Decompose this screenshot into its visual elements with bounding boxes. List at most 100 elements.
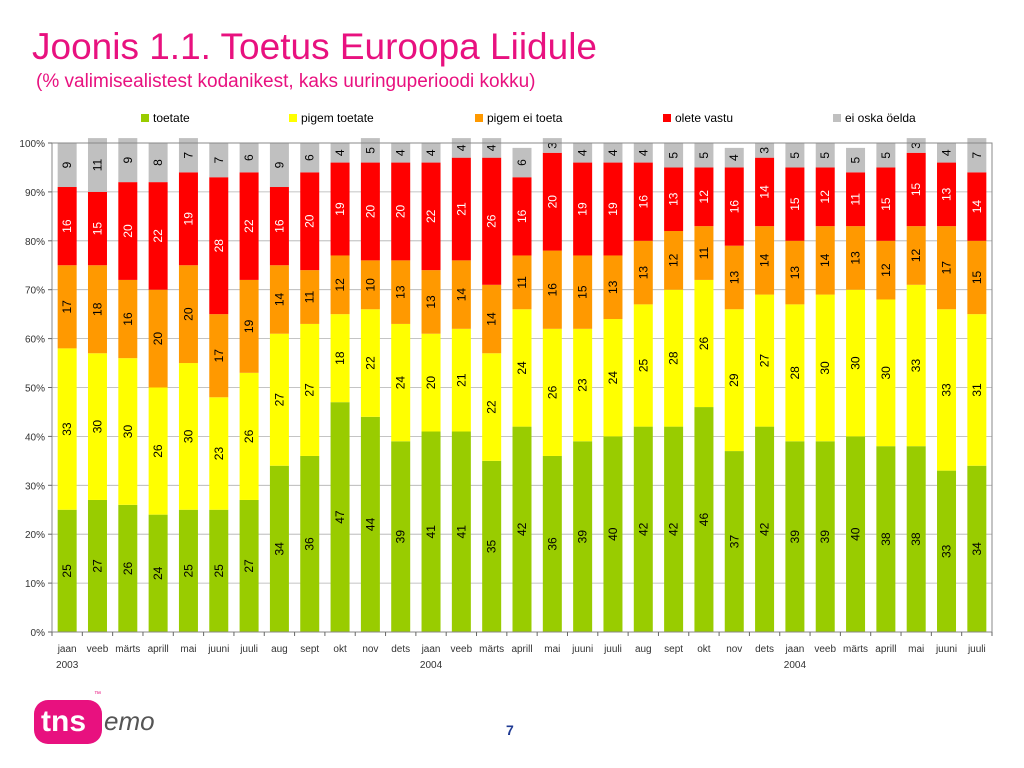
- bar-segment: [421, 431, 441, 632]
- bar-segment: [876, 167, 896, 241]
- x-year-label: 2003: [56, 660, 79, 671]
- data-label: 34: [970, 542, 984, 556]
- data-label: 23: [212, 447, 226, 461]
- data-label: 33: [940, 544, 954, 558]
- data-label: 13: [849, 251, 863, 265]
- bar-segment: [755, 294, 775, 427]
- bar-segment: [876, 299, 896, 447]
- data-label: 24: [394, 376, 408, 390]
- data-label: 38: [909, 532, 923, 546]
- bar-segment: [482, 157, 502, 285]
- data-label: 26: [151, 444, 165, 458]
- data-label: 13: [788, 266, 802, 280]
- bar-segment: [937, 162, 957, 227]
- data-label: 18: [333, 351, 347, 365]
- bar-segment: [876, 143, 896, 168]
- bar-segment: [148, 143, 168, 183]
- data-label: 11: [515, 276, 529, 289]
- x-tick-label: sept: [664, 644, 683, 655]
- x-tick-label: juuli: [239, 644, 258, 655]
- data-label: 39: [788, 530, 802, 544]
- legend-swatch: [833, 114, 841, 122]
- bar-segment: [846, 436, 866, 632]
- legend-label: ei oska öelda: [845, 111, 916, 125]
- bar-segment: [482, 284, 502, 354]
- bar-segment: [724, 167, 744, 246]
- bar-segment: [239, 143, 259, 173]
- bar-segment: [269, 265, 289, 334]
- bar-segment: [178, 172, 198, 266]
- bar-segment: [512, 255, 532, 310]
- data-label: 25: [60, 564, 74, 578]
- bar-segment: [451, 260, 471, 329]
- data-label: 30: [90, 420, 104, 434]
- data-label: 24: [515, 361, 529, 375]
- data-label: 35: [485, 539, 499, 553]
- data-label: 27: [758, 354, 772, 368]
- bar-segment: [57, 509, 77, 632]
- bar-segment: [87, 138, 107, 192]
- bar-segment: [512, 147, 532, 178]
- bar-segment: [815, 226, 835, 295]
- data-label: 33: [940, 383, 954, 397]
- data-label: 28: [667, 351, 681, 365]
- data-label: 13: [394, 285, 408, 299]
- data-label: 42: [636, 522, 650, 536]
- bar-segment: [451, 157, 471, 261]
- data-label: 34: [272, 542, 286, 556]
- bar-segment: [755, 226, 775, 295]
- data-label: 17: [940, 261, 954, 275]
- x-tick-label: sept: [300, 644, 319, 655]
- data-label: 14: [758, 185, 772, 199]
- bar-segment: [209, 314, 229, 398]
- logo-tm: ™: [94, 691, 101, 698]
- bar-segment: [239, 499, 259, 632]
- data-label: 20: [424, 376, 438, 390]
- data-label: 14: [485, 312, 499, 326]
- data-label: 24: [606, 371, 620, 385]
- data-label: 20: [181, 307, 195, 321]
- bar-segment: [694, 407, 714, 632]
- bar-segment: [300, 323, 320, 456]
- x-tick-label: nov: [362, 644, 378, 655]
- bar-segment: [209, 397, 229, 510]
- data-label: 3: [545, 142, 559, 149]
- data-label: 15: [90, 222, 104, 236]
- data-label: 28: [788, 366, 802, 380]
- data-label: 20: [394, 204, 408, 218]
- x-tick-label: veeb: [451, 644, 473, 655]
- bar-segment: [391, 162, 411, 261]
- data-label: 31: [970, 383, 984, 397]
- data-label: 26: [242, 429, 256, 443]
- bar-segment: [300, 172, 320, 271]
- data-label: 22: [242, 219, 256, 233]
- data-label: 41: [424, 525, 438, 539]
- legend-label: toetate: [153, 111, 190, 125]
- bar-segment: [391, 260, 411, 324]
- data-label: 26: [697, 336, 711, 350]
- x-tick-label: märts: [479, 644, 504, 655]
- data-label: 24: [151, 566, 165, 580]
- bar-segment: [694, 143, 714, 168]
- data-label: 16: [272, 219, 286, 233]
- data-label: 29: [727, 373, 741, 387]
- data-label: 4: [424, 149, 438, 156]
- bar-segment: [148, 514, 168, 632]
- data-label: 16: [60, 219, 74, 233]
- data-label: 27: [90, 559, 104, 573]
- bar-segment: [785, 143, 805, 168]
- bar-segment: [118, 504, 138, 632]
- bar-segment: [815, 143, 835, 168]
- x-tick-label: dets: [755, 644, 774, 655]
- data-label: 36: [303, 537, 317, 551]
- data-label: 12: [667, 253, 681, 267]
- bar-segment: [148, 387, 168, 515]
- data-label: 42: [667, 522, 681, 536]
- bar-segment: [815, 167, 835, 227]
- bar-segment: [906, 226, 926, 285]
- data-label: 7: [970, 152, 984, 159]
- bar-segment: [694, 167, 714, 227]
- bar-segment: [542, 138, 562, 153]
- data-label: 4: [727, 154, 741, 161]
- data-label: 4: [333, 149, 347, 156]
